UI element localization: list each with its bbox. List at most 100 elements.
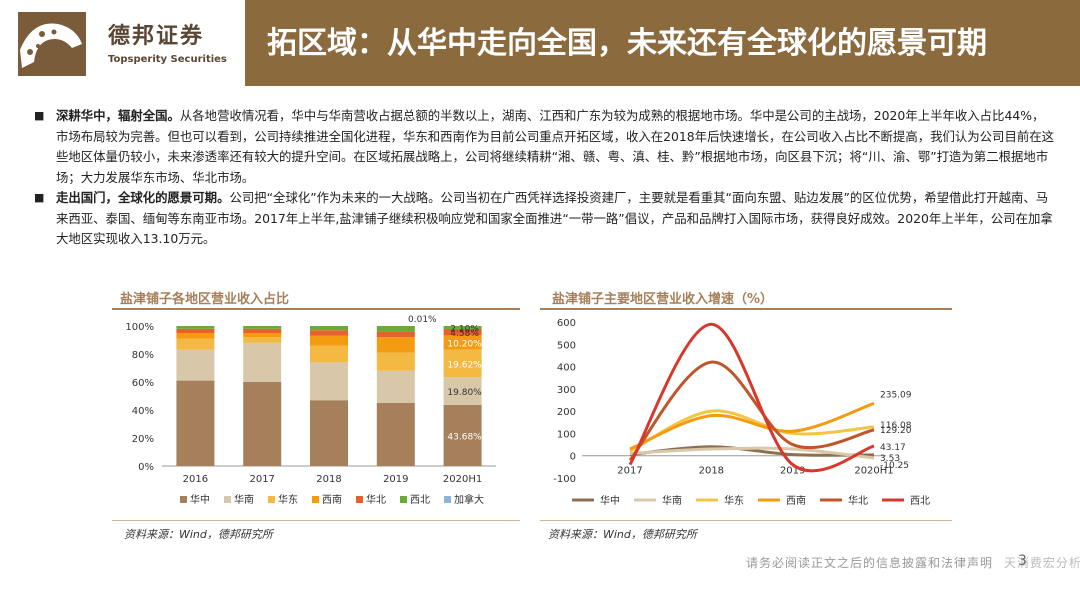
- legend-label: 西南: [322, 493, 342, 506]
- bar-segment: [176, 328, 215, 333]
- legend-swatch: [356, 496, 363, 503]
- end-label: 43.17: [880, 443, 906, 453]
- y-tick-label: 20%: [132, 434, 154, 445]
- paragraph-text: 从各地营收情况看，华中与华南营收占据总额的半数以上，湖南、江西和广东为较为成熟的…: [56, 108, 1055, 185]
- y-tick-label: 200: [557, 407, 576, 418]
- legend-swatch: [400, 496, 407, 503]
- x-tick-label: 2018: [699, 466, 724, 477]
- bar-segment: [310, 362, 348, 401]
- x-tick-label: 2016: [183, 474, 208, 485]
- end-label: -10.25: [880, 461, 909, 471]
- bar-segment: [243, 337, 282, 343]
- legend-label: 加拿大: [454, 493, 484, 506]
- bar-segment: [376, 370, 415, 403]
- bar-segment: [443, 377, 482, 405]
- legend-label: 西北: [910, 495, 930, 507]
- title-bar: 拓区域：从华中走向全国，未来还有全球化的愿景可期: [245, 0, 1080, 86]
- bar-segment: [243, 333, 282, 338]
- paragraph-lead: 深耕华中，辐射全国。: [56, 108, 180, 123]
- bar-segment: [443, 335, 482, 350]
- page-title: 拓区域：从华中走向全国，未来还有全球化的愿景可期: [267, 26, 987, 61]
- paragraph-text: 公司把“全球化”作为未来的一大战略。公司当初在广西凭祥选择投资建厂，主要就是看重…: [56, 190, 1053, 246]
- data-label: 19.80%: [447, 388, 482, 398]
- legend-swatch: [312, 496, 319, 503]
- data-label: 10.20%: [447, 340, 482, 350]
- legend-swatch: [180, 496, 187, 503]
- bar-segment: [176, 333, 215, 339]
- legend-label: 华北: [366, 493, 386, 506]
- paragraph-1: ■ 深耕华中，辐射全国。从各地营收情况看，华中与华南营收占据总额的半数以上，湖南…: [34, 106, 1054, 188]
- header: 德邦证券 Topsperity Securities 拓区域：从华中走向全国，未…: [0, 0, 1080, 88]
- bar-segment: [310, 345, 348, 363]
- chart1-rule: [112, 308, 520, 310]
- bar-segment: [443, 326, 482, 329]
- bar-segment: [376, 403, 415, 466]
- brand-cn: 德邦证券: [108, 24, 205, 49]
- chart2-source: 资料来源：Wind，德邦研究所: [548, 528, 697, 541]
- legend-swatch: [444, 496, 451, 503]
- bar-segment: [376, 352, 415, 371]
- series-line: [629, 401, 875, 451]
- legend-label: 华南: [234, 493, 254, 506]
- x-tick-label: 2019: [780, 466, 805, 477]
- chart1-source: 资料来源：Wind，德邦研究所: [124, 528, 273, 541]
- y-tick-label: 100: [557, 429, 576, 440]
- body-text: ■ 深耕华中，辐射全国。从各地营收情况看，华中与华南营收占据总额的半数以上，湖南…: [34, 106, 1054, 250]
- bar-segment: [176, 380, 215, 466]
- bar-segment: [376, 326, 415, 332]
- leopard-logo-icon: [18, 12, 86, 76]
- end-label: 116.08: [880, 421, 912, 431]
- paragraph-lead: 走出国门，全球化的愿景可期。: [56, 190, 230, 205]
- y-tick-label: 500: [557, 340, 576, 351]
- legend-label: 华东: [724, 494, 744, 507]
- x-tick-label: 2020H1: [854, 466, 893, 477]
- bar-segment: [176, 326, 215, 329]
- chart1-stacked-bar: 0% 20% 40% 60% 80% 100% 2016 2017 2018 2019 2020H1…: [125, 315, 496, 506]
- y-tick-label: 0%: [138, 462, 154, 473]
- legend-swatch: [224, 496, 231, 503]
- legend-label: 华东: [278, 493, 298, 506]
- x-tick-label: 2017: [617, 466, 642, 477]
- disclaimer-text: 请务必阅读正文之后的信息披露和法律声明: [746, 556, 994, 570]
- bar-segment: [243, 328, 282, 333]
- footer-disclaimer: 请务必阅读正文之后的信息披露和法律声明 天消费宏分析师 伟: [746, 554, 1080, 571]
- y-tick-label: 600: [557, 318, 576, 329]
- data-label: 19.62%: [447, 360, 482, 370]
- y-tick-label: 60%: [132, 378, 154, 389]
- legend-swatch: [268, 496, 275, 503]
- x-tick-label: 2018: [316, 474, 341, 485]
- y-tick-label: 100%: [125, 322, 154, 333]
- bar-segment: [443, 328, 482, 336]
- legend-label: 华北: [848, 494, 868, 507]
- y-tick-label: 0: [570, 452, 576, 463]
- bar-segment: [176, 349, 215, 381]
- bar-segment: [243, 342, 282, 382]
- end-label: 129.20: [880, 426, 912, 436]
- data-label: 0.01%: [408, 315, 437, 325]
- data-label: 43.68%: [447, 432, 482, 442]
- bar-segment: [310, 335, 348, 346]
- x-tick-label: 2017: [249, 474, 274, 485]
- chart2-bottom-rule: [540, 520, 952, 521]
- chart2-title: 盐津铺子主要地区营业收入增速（%）: [552, 292, 774, 307]
- chart1-bottom-rule: [112, 520, 520, 521]
- bar-segment: [443, 349, 482, 378]
- logo: 德邦证券 Topsperity Securities: [12, 10, 232, 80]
- y-tick-label: 80%: [132, 350, 154, 361]
- square-bullet-icon: ■: [34, 109, 45, 122]
- legend-label: 华南: [662, 494, 682, 507]
- end-label: 3.53: [880, 454, 900, 464]
- chart2-line: -100 0 100 200 300 400 500 600 2017 2018 2019 2020H…: [553, 318, 930, 507]
- x-tick-label: 2020H1: [443, 474, 482, 485]
- paragraph-2: ■ 走出国门，全球化的愿景可期。公司把“全球化”作为未来的一大战略。公司当初在广…: [34, 188, 1054, 250]
- series-line: [628, 322, 875, 473]
- bar-segment: [176, 338, 215, 350]
- bar-segment: [310, 326, 348, 331]
- brand-en: Topsperity Securities: [108, 54, 227, 65]
- series-line: [629, 446, 875, 460]
- bar-segment: [443, 404, 482, 466]
- data-label: 2.10%: [450, 324, 479, 334]
- y-tick-label: 40%: [132, 406, 154, 417]
- page-number: 3: [1018, 553, 1027, 569]
- watermark: 天消费宏分析师 伟: [1003, 556, 1080, 570]
